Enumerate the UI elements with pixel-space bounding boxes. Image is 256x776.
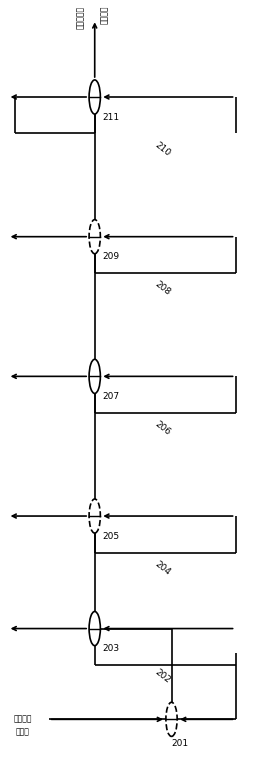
- Text: 204: 204: [154, 559, 173, 577]
- Text: 209: 209: [102, 252, 120, 262]
- Text: 的原料: 的原料: [16, 727, 30, 736]
- Text: 202: 202: [154, 668, 173, 685]
- Text: 返回物料: 返回物料: [100, 5, 110, 24]
- Text: 205: 205: [102, 532, 120, 541]
- Text: 201: 201: [172, 739, 189, 748]
- Text: 203: 203: [102, 644, 120, 653]
- Text: 206: 206: [154, 420, 173, 437]
- Text: 208: 208: [154, 280, 173, 297]
- Text: 脱除回内: 脱除回内: [14, 714, 32, 723]
- Text: 211: 211: [102, 113, 120, 122]
- Text: 207: 207: [102, 392, 120, 401]
- Text: 210: 210: [154, 140, 173, 158]
- Text: 自其它地方: 自其它地方: [76, 5, 85, 29]
